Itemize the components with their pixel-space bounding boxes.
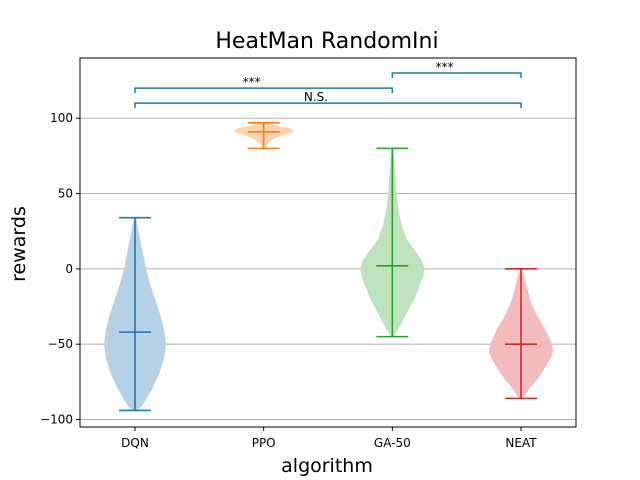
y-tick-label: −50 (48, 337, 73, 351)
x-tick-label: NEAT (505, 436, 537, 450)
y-tick-label: −100 (40, 412, 73, 426)
y-tick-label: 0 (65, 262, 73, 276)
significance-bracket (134, 102, 522, 109)
significance-label: *** (243, 75, 261, 89)
x-tick-label: DQN (121, 436, 149, 450)
significance-bracket (391, 72, 522, 79)
x-tick-label: GA-50 (374, 436, 411, 450)
significance-label: N.S. (304, 90, 328, 104)
significance-label: *** (436, 60, 454, 74)
y-axis-ticks: −100 −50 0 50 100 (40, 111, 80, 426)
significance-brackets: *** *** N.S. (134, 60, 522, 109)
plot-frame (79, 57, 577, 428)
significance-bracket (134, 87, 394, 94)
x-axis-ticks: DQN PPO GA-50 NEAT (121, 427, 537, 450)
y-tick-label: 50 (58, 187, 73, 201)
x-axis-label: algorithm (281, 455, 373, 477)
chart-title: HeatMan RandomIni (215, 29, 438, 54)
y-tick-label: 100 (50, 111, 73, 125)
violins (104, 121, 553, 412)
x-tick-label: PPO (252, 436, 276, 450)
y-axis-label: rewards (8, 206, 30, 282)
